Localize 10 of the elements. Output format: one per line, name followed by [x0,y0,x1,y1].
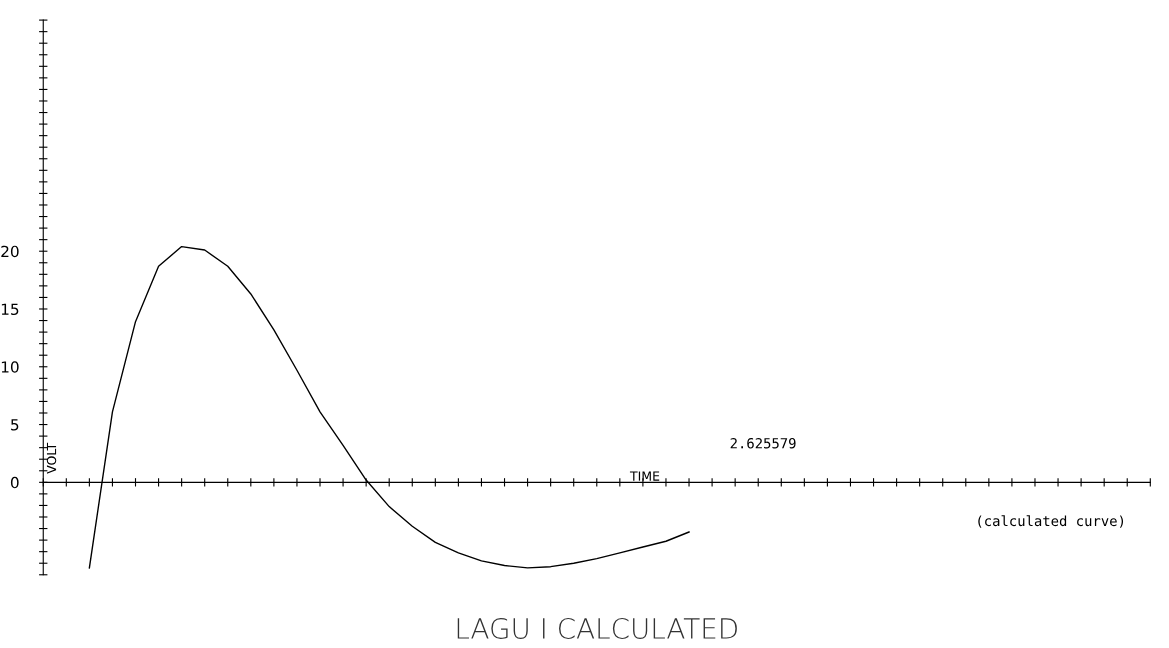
y-tick-label: 10 [1,361,19,373]
x-axis-title: TIME [629,471,660,481]
text: LAGU I CALCULATED [457,617,737,639]
y-tick-label: 5 [11,419,19,431]
y-tick-label: 0 [10,476,19,489]
y-tick-label: 20 [1,245,19,258]
y-tick-label: 15 [1,303,19,316]
annotation: 2.625579 [730,437,796,449]
y-axis-title: VOLT [46,442,57,474]
annotation: (calculated curve) [978,515,1124,528]
